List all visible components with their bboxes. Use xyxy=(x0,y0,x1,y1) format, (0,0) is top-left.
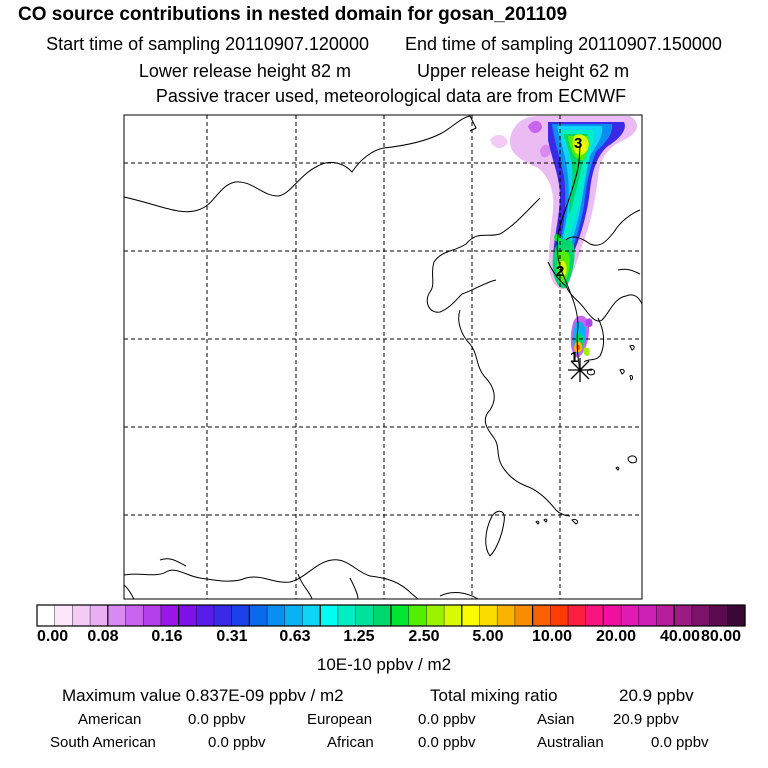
start-time: Start time of sampling 20110907.120000 xyxy=(46,34,369,54)
colorbar xyxy=(37,605,746,626)
lat-lon-grid xyxy=(124,115,642,599)
asian-label: Asian xyxy=(537,711,575,728)
colorbar-swatch xyxy=(550,605,569,626)
trajectory-label-3: 3 xyxy=(574,135,582,152)
colorbar-swatch xyxy=(214,605,233,626)
colorbar-swatch xyxy=(532,605,551,626)
colorbar-swatch xyxy=(125,605,144,626)
total-mixing-ratio-label: Total mixing ratio xyxy=(430,686,558,705)
colorbar-swatch xyxy=(284,605,304,626)
asian-value: 20.9 ppbv xyxy=(613,711,679,728)
colorbar-swatch xyxy=(107,605,127,626)
sampling-times: Start time of sampling 20110907.120000 E… xyxy=(0,34,768,55)
colorbar-swatch xyxy=(709,605,728,626)
colorbar-border xyxy=(36,604,746,627)
south-american-label: South American xyxy=(50,734,156,751)
colorbar-swatch xyxy=(267,605,286,626)
colorbar-swatch xyxy=(727,605,746,626)
colorbar-swatch xyxy=(231,605,250,626)
colorbar-swatch xyxy=(196,605,215,626)
colorbar-tick: 0.63 xyxy=(279,628,311,645)
african-label: African xyxy=(327,734,374,751)
african-value: 0.0 ppbv xyxy=(418,734,476,751)
colorbar-swatch xyxy=(621,605,640,626)
colorbar-tick: 10.00 xyxy=(531,628,573,645)
colorbar-swatch xyxy=(461,605,481,626)
end-time: End time of sampling 20110907.150000 xyxy=(405,34,722,54)
colorbar-unit: 10E-10 ppbv / m2 xyxy=(316,655,452,674)
map-border xyxy=(123,114,643,600)
colorbar-swatch xyxy=(603,605,622,626)
colorbar-tick: 20.00 xyxy=(595,628,637,645)
colorbar-tick: 2.50 xyxy=(408,628,440,645)
colorbar-swatch xyxy=(249,605,268,626)
trajectory-label-2: 2 xyxy=(556,263,564,280)
colorbar-swatch xyxy=(656,605,675,626)
total-mixing-ratio-value: 20.9 ppbv xyxy=(619,686,694,705)
plot-title: CO source contributions in nested domain… xyxy=(18,4,568,25)
colorbar-swatch xyxy=(497,605,516,626)
colorbar-swatch xyxy=(178,605,197,626)
colorbar-swatch xyxy=(160,605,180,626)
lower-release-height: Lower release height 82 m xyxy=(138,61,351,81)
upper-release-height: Upper release height 62 m xyxy=(417,61,630,81)
colorbar-swatch xyxy=(54,605,73,626)
colorbar-swatch xyxy=(479,605,498,626)
coastlines xyxy=(124,115,642,599)
colorbar-swatch xyxy=(320,605,339,626)
colorbar-tick: 0.00 xyxy=(37,628,69,645)
tracer-note: Passive tracer used, meteorological data… xyxy=(155,86,627,106)
colorbar-tick: 40.00 xyxy=(659,628,701,645)
colorbar-swatch xyxy=(37,605,56,626)
south-american-value: 0.0 ppbv xyxy=(208,734,266,751)
colorbar-swatch xyxy=(337,605,357,626)
colorbar-tick: 0.08 xyxy=(87,628,119,645)
trajectory-path xyxy=(556,141,581,373)
colorbar-swatch xyxy=(674,605,693,626)
colorbar-swatch xyxy=(373,605,392,626)
colorbar-swatch xyxy=(638,605,658,626)
colorbar-swatch xyxy=(691,605,711,626)
colorbar-swatch xyxy=(90,605,109,626)
colorbar-tick: 1.25 xyxy=(343,628,375,645)
colorbar-swatch xyxy=(568,605,587,626)
trajectory-label-1: 1 xyxy=(570,349,578,366)
colorbar-tick: 5.00 xyxy=(472,628,504,645)
european-value: 0.0 ppbv xyxy=(418,711,476,728)
american-value: 0.0 ppbv xyxy=(188,711,246,728)
european-label: European xyxy=(307,711,373,728)
colorbar-swatch xyxy=(72,605,91,626)
colorbar-swatch xyxy=(444,605,463,626)
release-heights: Lower release height 82 m Upper release … xyxy=(0,61,768,82)
colorbar-swatch xyxy=(585,605,604,626)
colorbar-swatch xyxy=(408,605,427,626)
max-value: Maximum value 0.837E-09 ppbv / m2 xyxy=(62,686,344,705)
colorbar-tick: 80.00 xyxy=(700,628,742,645)
asterisk-icon xyxy=(568,358,592,382)
colorbar-swatch xyxy=(355,605,374,626)
colorbar-tick: 0.31 xyxy=(216,628,248,645)
australian-label: Australian xyxy=(537,734,604,751)
colorbar-swatch xyxy=(391,605,410,626)
colorbar-swatch xyxy=(426,605,445,626)
colorbar-swatch xyxy=(302,605,321,626)
american-label: American xyxy=(78,711,142,728)
colorbar-swatch xyxy=(514,605,534,626)
colorbar-swatch xyxy=(143,605,162,626)
australian-value: 0.0 ppbv xyxy=(651,734,709,751)
colorbar-tick: 0.16 xyxy=(151,628,183,645)
